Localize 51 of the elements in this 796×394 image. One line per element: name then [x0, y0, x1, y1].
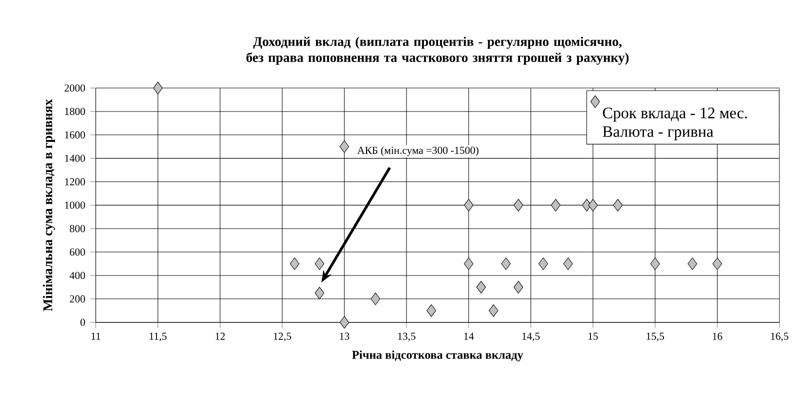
point	[712, 257, 722, 270]
point	[153, 82, 163, 94]
y-axis-title: Мінімальна сума вклада в гривнях	[42, 99, 56, 312]
y-tick-label: 800	[70, 224, 85, 232]
point	[613, 198, 623, 212]
point	[426, 304, 436, 317]
x-tick-label: 14,5	[522, 332, 540, 342]
point	[514, 280, 524, 294]
point	[370, 292, 380, 306]
x-tick-label: 15,5	[646, 332, 664, 342]
y-tick-label: 400	[70, 272, 85, 280]
annotation: АКБ (мін.сума =300 -1500)	[357, 146, 478, 156]
point	[290, 257, 300, 270]
y-tick-label: 1600	[65, 131, 85, 138]
point	[340, 316, 350, 329]
x-tick-label: 14	[464, 332, 474, 340]
y-tick-label: 1200	[65, 178, 85, 186]
point	[538, 257, 548, 270]
x-tick-label: 16	[712, 332, 722, 340]
point	[501, 257, 511, 270]
point	[550, 198, 560, 212]
chart-title: Доходний вклад (виплата процентів - регулярно щомісячно, без права поповнення та часткового зняття грошей з рахунку)	[246, 36, 629, 65]
legend-label: Срок вклада - 12 мес. Валюта - гривна	[602, 108, 747, 140]
y-tick-label: 1000	[65, 202, 85, 209]
point	[514, 198, 524, 212]
x-tick-label: 11,5	[150, 332, 167, 342]
x-tick-label: 13,5	[398, 332, 416, 342]
point	[650, 257, 660, 270]
y-tick-label: 1400	[65, 154, 85, 162]
x-tick-label: 15	[588, 332, 598, 340]
point	[476, 280, 486, 294]
point	[314, 286, 324, 300]
point	[688, 257, 698, 270]
point	[340, 140, 350, 153]
point	[314, 257, 324, 270]
point	[488, 304, 498, 317]
y-tick-label: 2000	[64, 84, 85, 92]
point	[563, 257, 573, 270]
x-tick-label: 12	[216, 332, 225, 340]
y-tick-label: 600	[70, 248, 85, 256]
y-tick-label: 200	[70, 295, 85, 302]
y-tick-label: 1800	[65, 108, 85, 116]
point	[464, 198, 474, 212]
x-tick-label: 16,5	[771, 332, 788, 342]
x-axis-title: Річна відсоткова ставка вкладу	[352, 350, 524, 362]
point	[588, 198, 598, 212]
point	[464, 257, 474, 270]
x-tick-label: 11	[92, 332, 100, 340]
x-tick-label: 13	[340, 332, 350, 340]
x-tick-label: 12,5	[274, 332, 292, 342]
y-tick-label: 0	[80, 318, 85, 326]
